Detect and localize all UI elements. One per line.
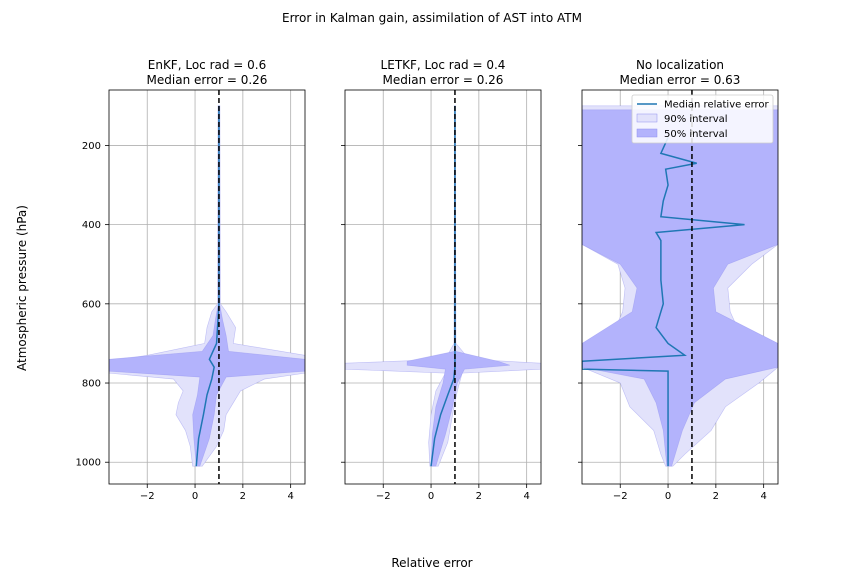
x-tick-label: 4 [760,491,766,502]
legend-label-90: 90% interval [664,114,728,125]
panel-subtitle: Median error = 0.26 [383,73,504,87]
y-tick-label: 200 [82,141,101,152]
x-tick-label: 2 [240,491,246,502]
panel-title: EnKF, Loc rad = 0.6 [148,58,267,72]
axes-frame [581,89,779,485]
panel-1: −2 0 2 4 200 400 600 800 1000 EnKF, Loc rad = 0.6… [76,58,306,502]
axes-frame [344,89,542,485]
panel-subtitle: Median error = 0.63 [620,73,741,87]
legend: Median relative error 90% interval 50% int… [631,94,774,144]
x-tick-label: −2 [613,491,628,502]
panel-title: No localization [636,58,724,72]
legend-swatch-90 [636,113,658,123]
legend-box [631,94,774,144]
y-tick-label: 800 [82,379,101,390]
x-tick-label: 2 [476,491,482,502]
x-tick-label: 2 [713,491,719,502]
interval-50-band [582,109,778,467]
y-tick-label: 400 [82,220,101,231]
median-line [582,137,745,467]
x-tick-label: −2 [140,491,155,502]
legend-label-median: Median relative error [664,100,770,111]
y-axis-label: Atmospheric pressure (hPa) [15,205,29,371]
legend-label-50: 50% interval [664,129,728,140]
interval-90-band [109,105,305,467]
x-tick-label: −2 [376,491,391,502]
axes-frame [108,89,306,485]
x-tick-label: 0 [428,491,434,502]
interval-50-band [406,105,511,467]
x-axis-label: Relative error [391,556,472,570]
x-tick-label: 4 [287,491,293,502]
x-tick-label: 0 [192,491,198,502]
y-tick-label: 600 [82,299,101,310]
y-tick-label: 1000 [76,458,101,469]
median-line [195,105,220,467]
x-tick-label: 0 [665,491,671,502]
figure-title: Error in Kalman gain, assimilation of AS… [282,11,582,25]
interval-50-band [109,105,305,467]
panel-title: LETKF, Loc rad = 0.4 [381,58,506,72]
x-tick-label: 4 [523,491,529,502]
legend-swatch-50 [636,128,658,138]
panel-subtitle: Median error = 0.26 [147,73,268,87]
